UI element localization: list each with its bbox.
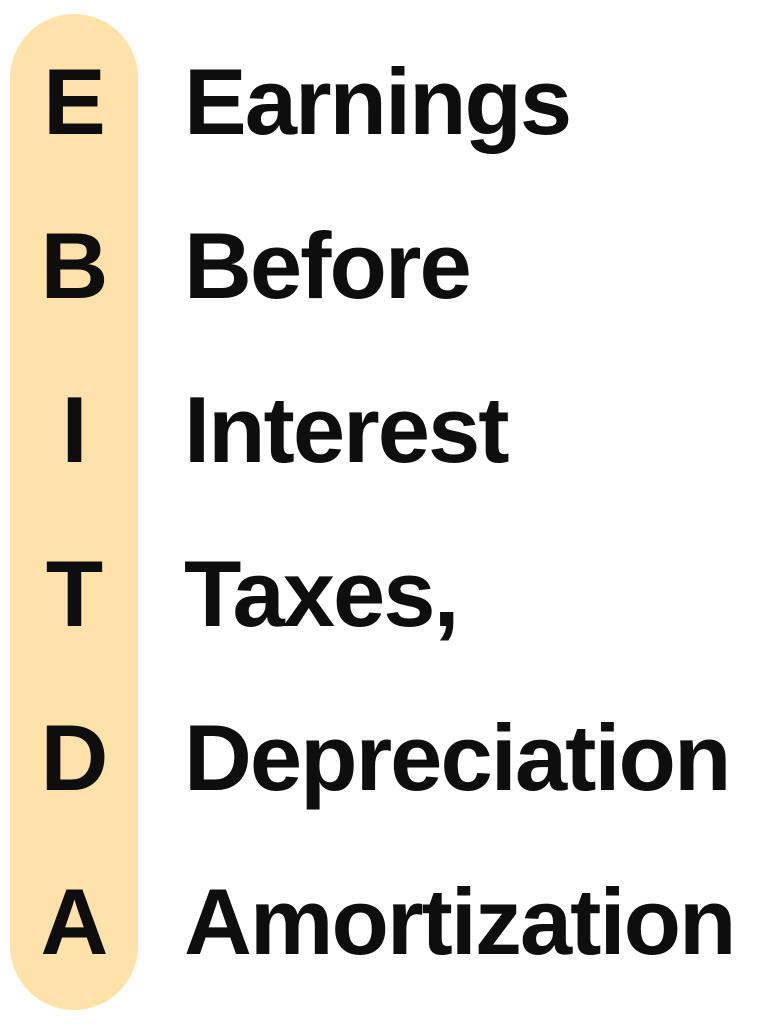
acronym-row: B Before (0, 184, 774, 348)
acronym-letter: T (0, 540, 148, 648)
ebitda-acronym-diagram: E Earnings B Before I Interest T Taxes, … (0, 0, 774, 1024)
acronym-word: Interest (148, 376, 508, 484)
acronym-letter: A (0, 868, 148, 976)
acronym-word: Depreciation (148, 704, 729, 812)
acronym-letter: I (0, 376, 148, 484)
acronym-word: Earnings (148, 48, 570, 156)
acronym-rows: E Earnings B Before I Interest T Taxes, … (0, 20, 774, 1004)
acronym-letter: D (0, 704, 148, 812)
acronym-letter: E (0, 48, 148, 156)
acronym-row: T Taxes, (0, 512, 774, 676)
acronym-row: D Depreciation (0, 676, 774, 840)
acronym-letter: B (0, 212, 148, 320)
acronym-word: Taxes, (148, 540, 458, 648)
acronym-word: Amortization (148, 868, 734, 976)
acronym-row: E Earnings (0, 20, 774, 184)
acronym-row: I Interest (0, 348, 774, 512)
acronym-word: Before (148, 212, 470, 320)
acronym-row: A Amortization (0, 840, 774, 1004)
